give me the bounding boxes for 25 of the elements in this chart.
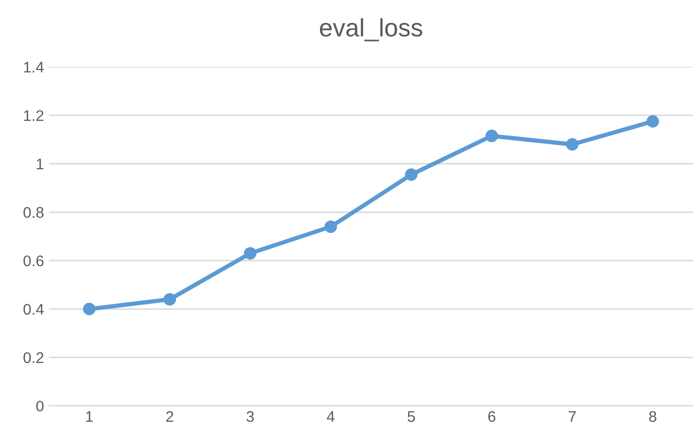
x-tick-label: 6 <box>488 411 496 422</box>
x-tick-label: 7 <box>568 411 576 422</box>
point <box>646 115 659 128</box>
point <box>244 247 256 260</box>
point <box>566 138 578 151</box>
point <box>486 130 498 142</box>
x-tick-label: 8 <box>649 411 656 422</box>
y-tick-label: 0.2 <box>24 352 44 364</box>
x-tick-label: 1 <box>86 411 93 422</box>
x-tick-label: 2 <box>166 411 174 422</box>
y-tick-label: 0.6 <box>24 255 44 266</box>
point <box>405 168 418 181</box>
point <box>83 302 96 316</box>
y-tick-label: 1 <box>36 158 44 170</box>
y-tick-label: 1.4 <box>24 62 44 72</box>
y-tick-label: 1.2 <box>24 110 44 121</box>
y-tick-label: 0.4 <box>24 304 44 315</box>
x-tick-label: 5 <box>408 411 415 422</box>
point <box>324 220 337 233</box>
point <box>164 293 176 306</box>
y-tick-label: 0 <box>36 400 44 412</box>
x-tick-label: 3 <box>246 411 254 422</box>
x-tick-label: 4 <box>326 411 335 422</box>
y-tick-label: 0.8 <box>24 207 44 218</box>
chart-title: eval_loss <box>320 18 422 42</box>
